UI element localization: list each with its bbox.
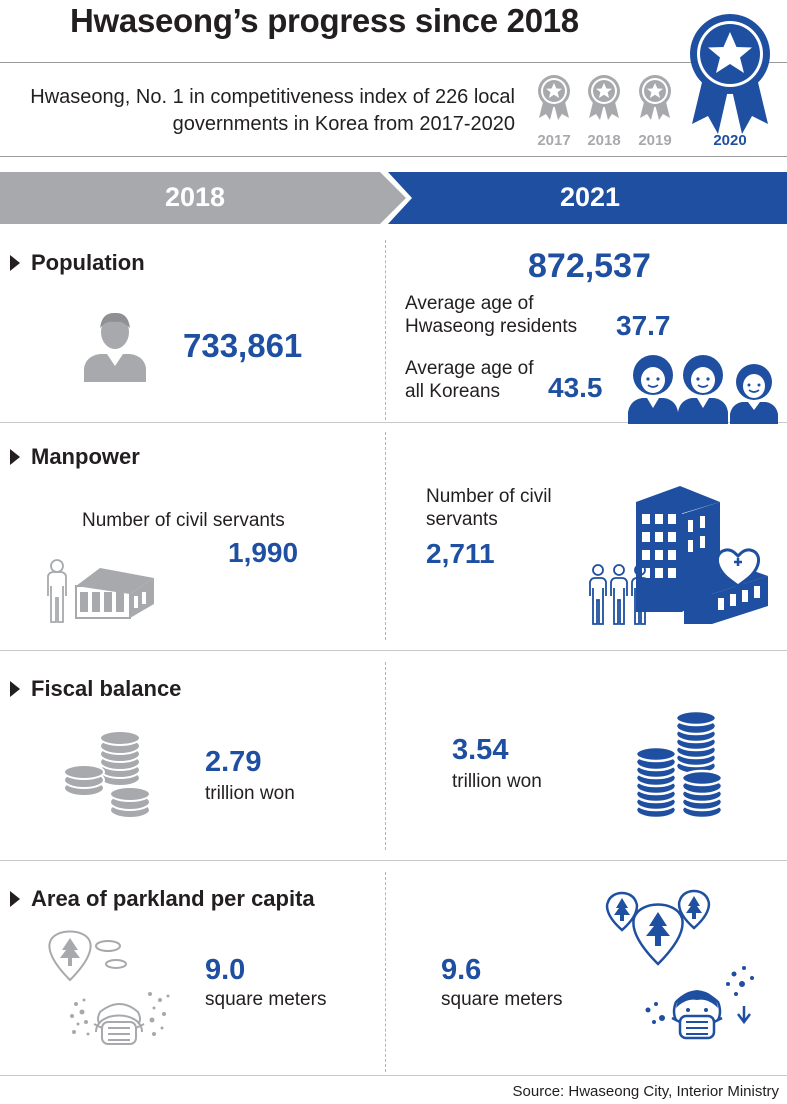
page-title: Hwaseong’s progress since 2018 (70, 2, 579, 39)
korea-age-value: 43.5 (548, 372, 603, 403)
divider (385, 432, 386, 640)
title-rule (0, 62, 787, 63)
section-rule (0, 422, 787, 423)
civil-servants-2021-label: Number of civil servants (426, 486, 552, 530)
medal-2019-icon (639, 75, 671, 120)
medal-year-2018: 2018 (587, 132, 621, 149)
korea-age-label: Average age of all Koreans (405, 358, 534, 402)
section-rule (0, 860, 787, 861)
parkland-2021-value: 9.6 (441, 954, 482, 986)
divider (385, 240, 386, 420)
triangle-bullet-icon (10, 449, 20, 465)
coins-blue-icon (634, 710, 724, 820)
section-heading-text: Population (31, 250, 145, 275)
divider (385, 872, 386, 1072)
big-medal-icon (690, 14, 770, 134)
section-heading-fiscal: Fiscal balance (10, 676, 181, 702)
civil-servants-2018-label: Number of civil servants (82, 510, 285, 531)
section-rule (0, 1075, 787, 1076)
hwaseong-age-value: 37.7 (616, 310, 671, 341)
fiscal-2018-value: 2.79 (205, 746, 262, 778)
medal-year-2019: 2019 (638, 132, 672, 149)
person-icon (84, 312, 146, 382)
section-heading-text: Area of parkland per capita (31, 886, 315, 911)
medal-2018-icon (588, 75, 620, 120)
office-building-icon (47, 559, 154, 623)
column-label-2021: 2021 (559, 182, 621, 212)
fiscal-2021-value: 3.54 (452, 734, 509, 766)
family-icon (628, 355, 778, 424)
fiscal-2018-unit: trillion won (205, 783, 295, 804)
section-heading-parkland: Area of parkland per capita (10, 886, 315, 912)
hwaseong-age-label: Average age of Hwaseong residents (405, 293, 578, 337)
civil-servants-2018-value: 1,990 (228, 537, 299, 568)
fiscal-2021-unit: trillion won (452, 771, 542, 792)
medal-year-2020: 2020 (713, 132, 747, 149)
section-heading-text: Fiscal balance (31, 676, 182, 701)
column-bands (0, 172, 787, 224)
park-pollution-gray-icon (48, 930, 170, 1045)
section-rule (0, 650, 787, 651)
section-heading-population: Population (10, 250, 145, 276)
triangle-bullet-icon (10, 681, 20, 697)
triangle-bullet-icon (10, 255, 20, 271)
section-heading-manpower: Manpower (10, 444, 140, 470)
source-note: Source: Hwaseong City, Interior Ministry (512, 1083, 779, 1100)
population-2021-value: 872,537 (528, 247, 651, 285)
triangle-bullet-icon (10, 891, 20, 907)
parkland-2021-unit: square meters (441, 989, 563, 1010)
section-heading-text: Manpower (31, 444, 140, 469)
population-2018-value: 733,861 (183, 327, 303, 364)
subtitle-rule (0, 156, 787, 157)
city-hall-icon (589, 486, 768, 625)
divider (385, 662, 386, 850)
park-clean-air-blue-icon (605, 889, 754, 1040)
medal-year-2017: 2017 (537, 132, 571, 149)
parkland-2018-value: 9.0 (205, 954, 246, 986)
coins-gray-icon (63, 730, 151, 819)
column-label-2018: 2018 (164, 182, 226, 212)
subtitle: Hwaseong, No. 1 in competitiveness index… (30, 86, 515, 135)
civil-servants-2021-value: 2,711 (426, 538, 495, 569)
medal-2017-icon (538, 75, 570, 120)
parkland-2018-unit: square meters (205, 989, 327, 1010)
